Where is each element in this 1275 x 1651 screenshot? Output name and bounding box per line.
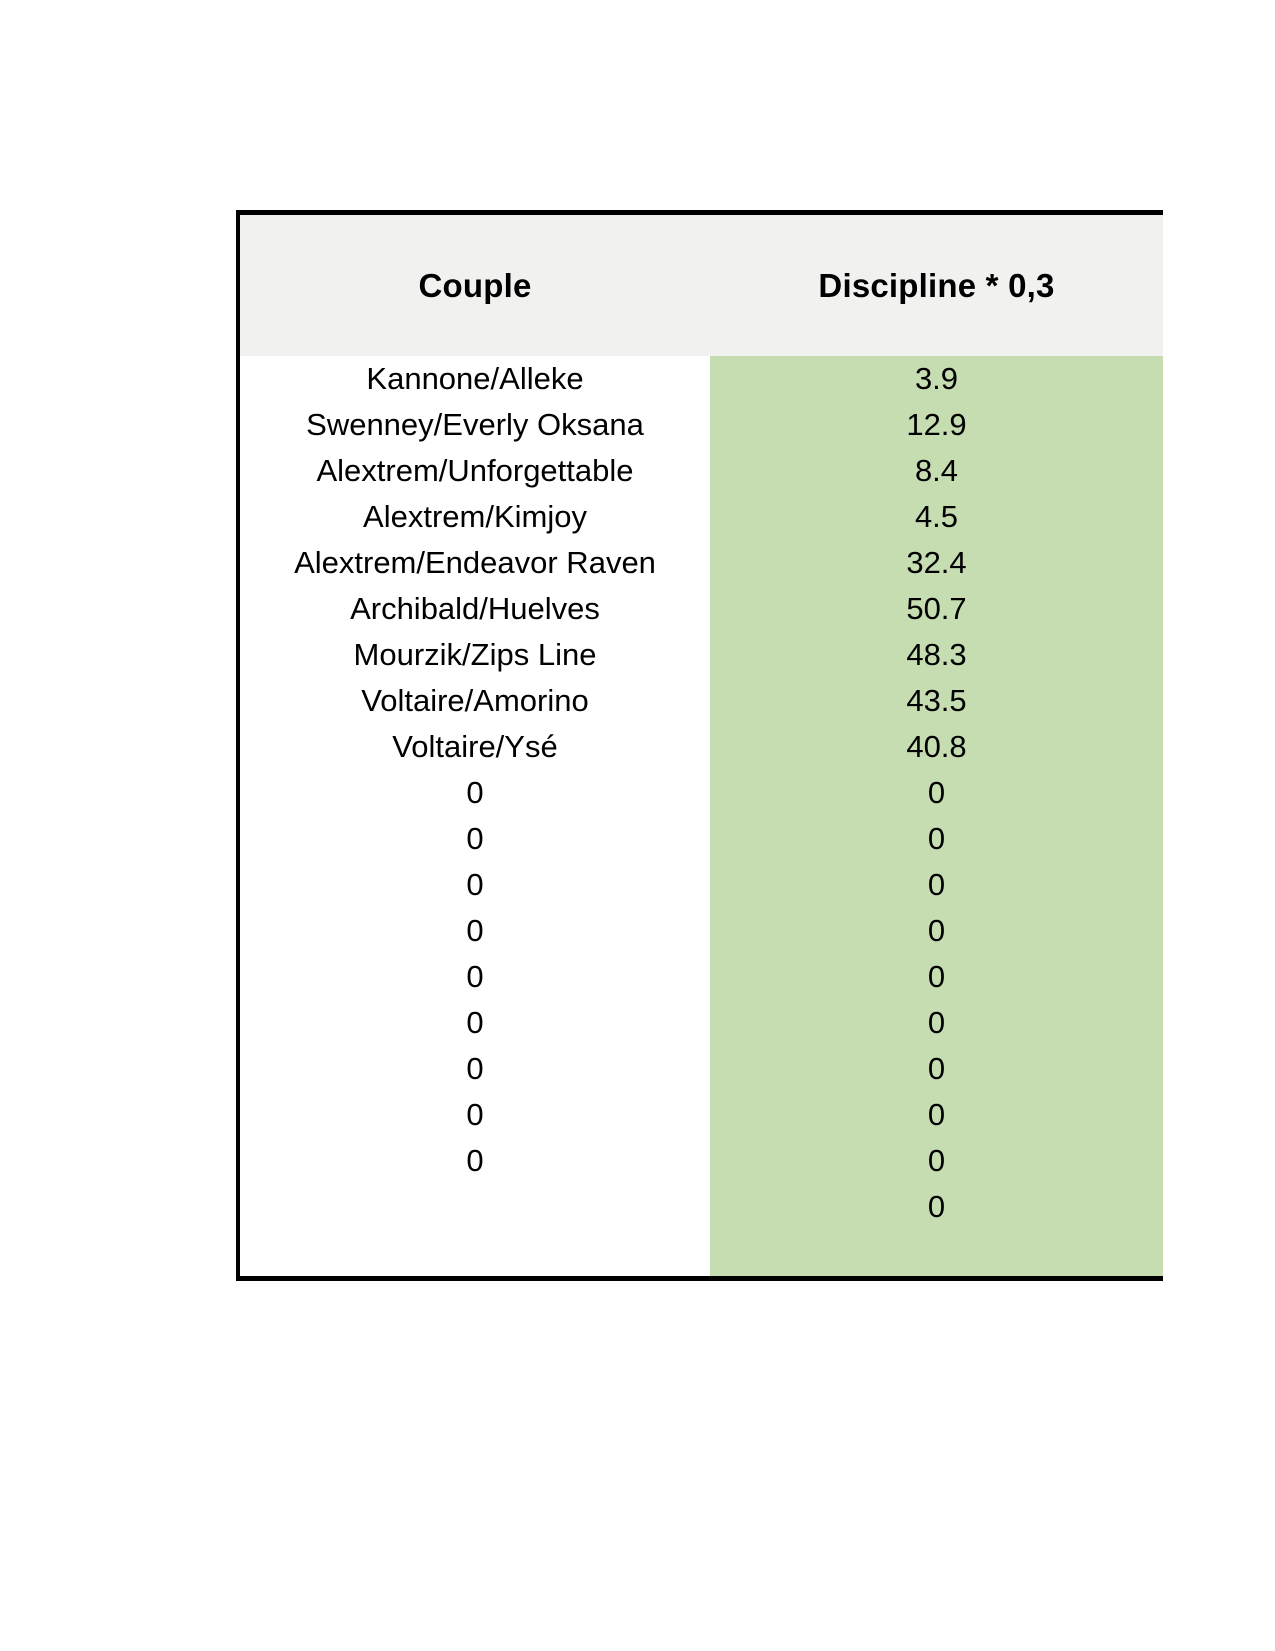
column-header-couple: Couple [418,266,532,304]
discipline-value-cell: 40.8 [710,724,1163,770]
couple-cell: 0 [466,775,484,810]
discipline-value-cell: 43.5 [710,678,1163,724]
table-row: 0 0 [240,1138,1163,1184]
table-header-row: Couple Discipline * 0,3 [240,215,1163,356]
table-row: Kannone/Alleke 3.9 [240,356,1163,402]
couple-cell: Mourzik/Zips Line [353,637,597,672]
discipline-value-cell: 0 [710,770,1163,816]
table-row [240,1230,1163,1276]
couple-cell: Alextrem/Endeavor Raven [294,545,656,580]
table-row: Mourzik/Zips Line 48.3 [240,632,1163,678]
table-row: 0 0 [240,1000,1163,1046]
table-row: 0 0 [240,770,1163,816]
table-row: 0 0 [240,862,1163,908]
couple-cell: Voltaire/Amorino [361,683,589,718]
discipline-value-cell: 0 [710,1184,1163,1230]
table-row: Alextrem/Endeavor Raven 32.4 [240,540,1163,586]
couple-cell: Alextrem/Kimjoy [363,499,587,534]
discipline-value-cell: 0 [710,1000,1163,1046]
discipline-value-cell: 50.7 [710,586,1163,632]
discipline-value-cell: 0 [710,862,1163,908]
discipline-value-cell: 3.9 [710,356,1163,402]
table-row: 0 0 [240,1092,1163,1138]
table-row: Swenney/Everly Oksana 12.9 [240,402,1163,448]
couple-cell: 0 [466,1005,484,1040]
discipline-value-cell: 4.5 [710,494,1163,540]
table-row: Voltaire/Ysé 40.8 [240,724,1163,770]
table-body: Kannone/Alleke 3.9 Swenney/Everly Oksana… [240,356,1163,1276]
discipline-value-cell: 0 [710,1138,1163,1184]
table-row: Voltaire/Amorino 43.5 [240,678,1163,724]
couple-cell: Swenney/Everly Oksana [306,407,644,442]
table-row: Alextrem/Unforgettable 8.4 [240,448,1163,494]
discipline-value-cell [710,1230,1163,1276]
table-row: Archibald/Huelves 50.7 [240,586,1163,632]
column-header-discipline: Discipline * 0,3 [818,266,1055,304]
table-row: 0 [240,1184,1163,1230]
table-row: 0 0 [240,954,1163,1000]
discipline-value-cell: 0 [710,1046,1163,1092]
couple-cell: 0 [466,1097,484,1132]
couple-cell: 0 [466,913,484,948]
couple-cell: 0 [466,959,484,994]
table-row: Alextrem/Kimjoy 4.5 [240,494,1163,540]
discipline-value-cell: 0 [710,908,1163,954]
couple-cell: Voltaire/Ysé [392,729,558,764]
couple-cell: 0 [466,867,484,902]
couple-cell: Archibald/Huelves [350,591,600,626]
couple-cell: 0 [466,1051,484,1086]
discipline-value-cell: 0 [710,1092,1163,1138]
couple-cell [240,1230,710,1276]
discipline-value-cell: 0 [710,954,1163,1000]
couple-cell: 0 [466,1143,484,1178]
table-row: 0 0 [240,1046,1163,1092]
table-row: 0 0 [240,816,1163,862]
couple-cell [240,1184,710,1230]
table-row: 0 0 [240,908,1163,954]
discipline-value-cell: 0 [710,816,1163,862]
discipline-value-cell: 32.4 [710,540,1163,586]
discipline-value-cell: 8.4 [710,448,1163,494]
discipline-value-cell: 12.9 [710,402,1163,448]
couple-cell: Alextrem/Unforgettable [316,453,634,488]
scores-table: Couple Discipline * 0,3 Kannone/Alleke 3… [236,210,1163,1281]
couple-cell: Kannone/Alleke [366,361,584,396]
couple-cell: 0 [466,821,484,856]
discipline-value-cell: 48.3 [710,632,1163,678]
